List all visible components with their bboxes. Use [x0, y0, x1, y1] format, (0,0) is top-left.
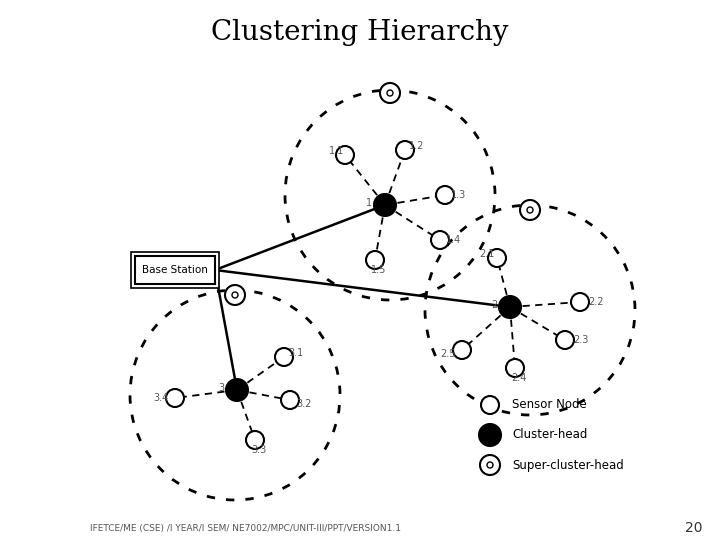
Circle shape	[226, 379, 248, 401]
Circle shape	[275, 348, 293, 366]
Circle shape	[480, 455, 500, 475]
FancyBboxPatch shape	[135, 256, 215, 284]
Text: 3.1: 3.1	[289, 348, 304, 358]
Text: Clustering Hierarchy: Clustering Hierarchy	[211, 18, 509, 45]
Circle shape	[225, 285, 245, 305]
Circle shape	[396, 141, 414, 159]
Circle shape	[336, 146, 354, 164]
Text: 1.5: 1.5	[372, 265, 387, 275]
Circle shape	[520, 200, 540, 220]
Text: IFETCE/ME (CSE) /I YEAR/I SEM/ NE7002/MPC/UNIT-III/PPT/VERSION1.1: IFETCE/ME (CSE) /I YEAR/I SEM/ NE7002/MP…	[90, 523, 401, 532]
Text: 1.3: 1.3	[451, 190, 467, 200]
Circle shape	[506, 359, 524, 377]
FancyBboxPatch shape	[131, 252, 219, 288]
Circle shape	[366, 251, 384, 269]
Circle shape	[281, 391, 299, 409]
Circle shape	[527, 207, 533, 213]
Circle shape	[374, 194, 396, 216]
Text: 2.4: 2.4	[511, 373, 527, 383]
Text: 1.1: 1.1	[329, 146, 345, 156]
Text: 2.1: 2.1	[480, 249, 495, 259]
Text: 2: 2	[491, 300, 497, 310]
Text: 1.2: 1.2	[409, 141, 425, 151]
Circle shape	[431, 231, 449, 249]
Text: Base Station: Base Station	[142, 265, 208, 275]
Circle shape	[488, 249, 506, 267]
Text: 20: 20	[685, 521, 702, 535]
Text: 1: 1	[366, 198, 372, 208]
Text: 1.4: 1.4	[446, 235, 462, 245]
Text: 3.3: 3.3	[251, 445, 266, 455]
Circle shape	[436, 186, 454, 204]
Text: 3.4: 3.4	[153, 393, 168, 403]
Circle shape	[232, 292, 238, 298]
Text: Cluster-head: Cluster-head	[512, 429, 588, 442]
Text: Super-cluster-head: Super-cluster-head	[512, 458, 624, 471]
Text: Sensor Node: Sensor Node	[512, 399, 587, 411]
Circle shape	[166, 389, 184, 407]
Circle shape	[387, 90, 393, 96]
Circle shape	[487, 462, 493, 468]
Circle shape	[246, 431, 264, 449]
Circle shape	[571, 293, 589, 311]
Text: 2.3: 2.3	[573, 335, 589, 345]
Text: 3.2: 3.2	[297, 399, 312, 409]
Circle shape	[499, 296, 521, 318]
Text: 3: 3	[218, 383, 224, 393]
Circle shape	[479, 424, 501, 446]
Circle shape	[556, 331, 574, 349]
Circle shape	[380, 83, 400, 103]
Circle shape	[453, 341, 471, 359]
Text: 2.2: 2.2	[588, 297, 604, 307]
Circle shape	[481, 396, 499, 414]
Text: 2.5: 2.5	[440, 349, 456, 359]
